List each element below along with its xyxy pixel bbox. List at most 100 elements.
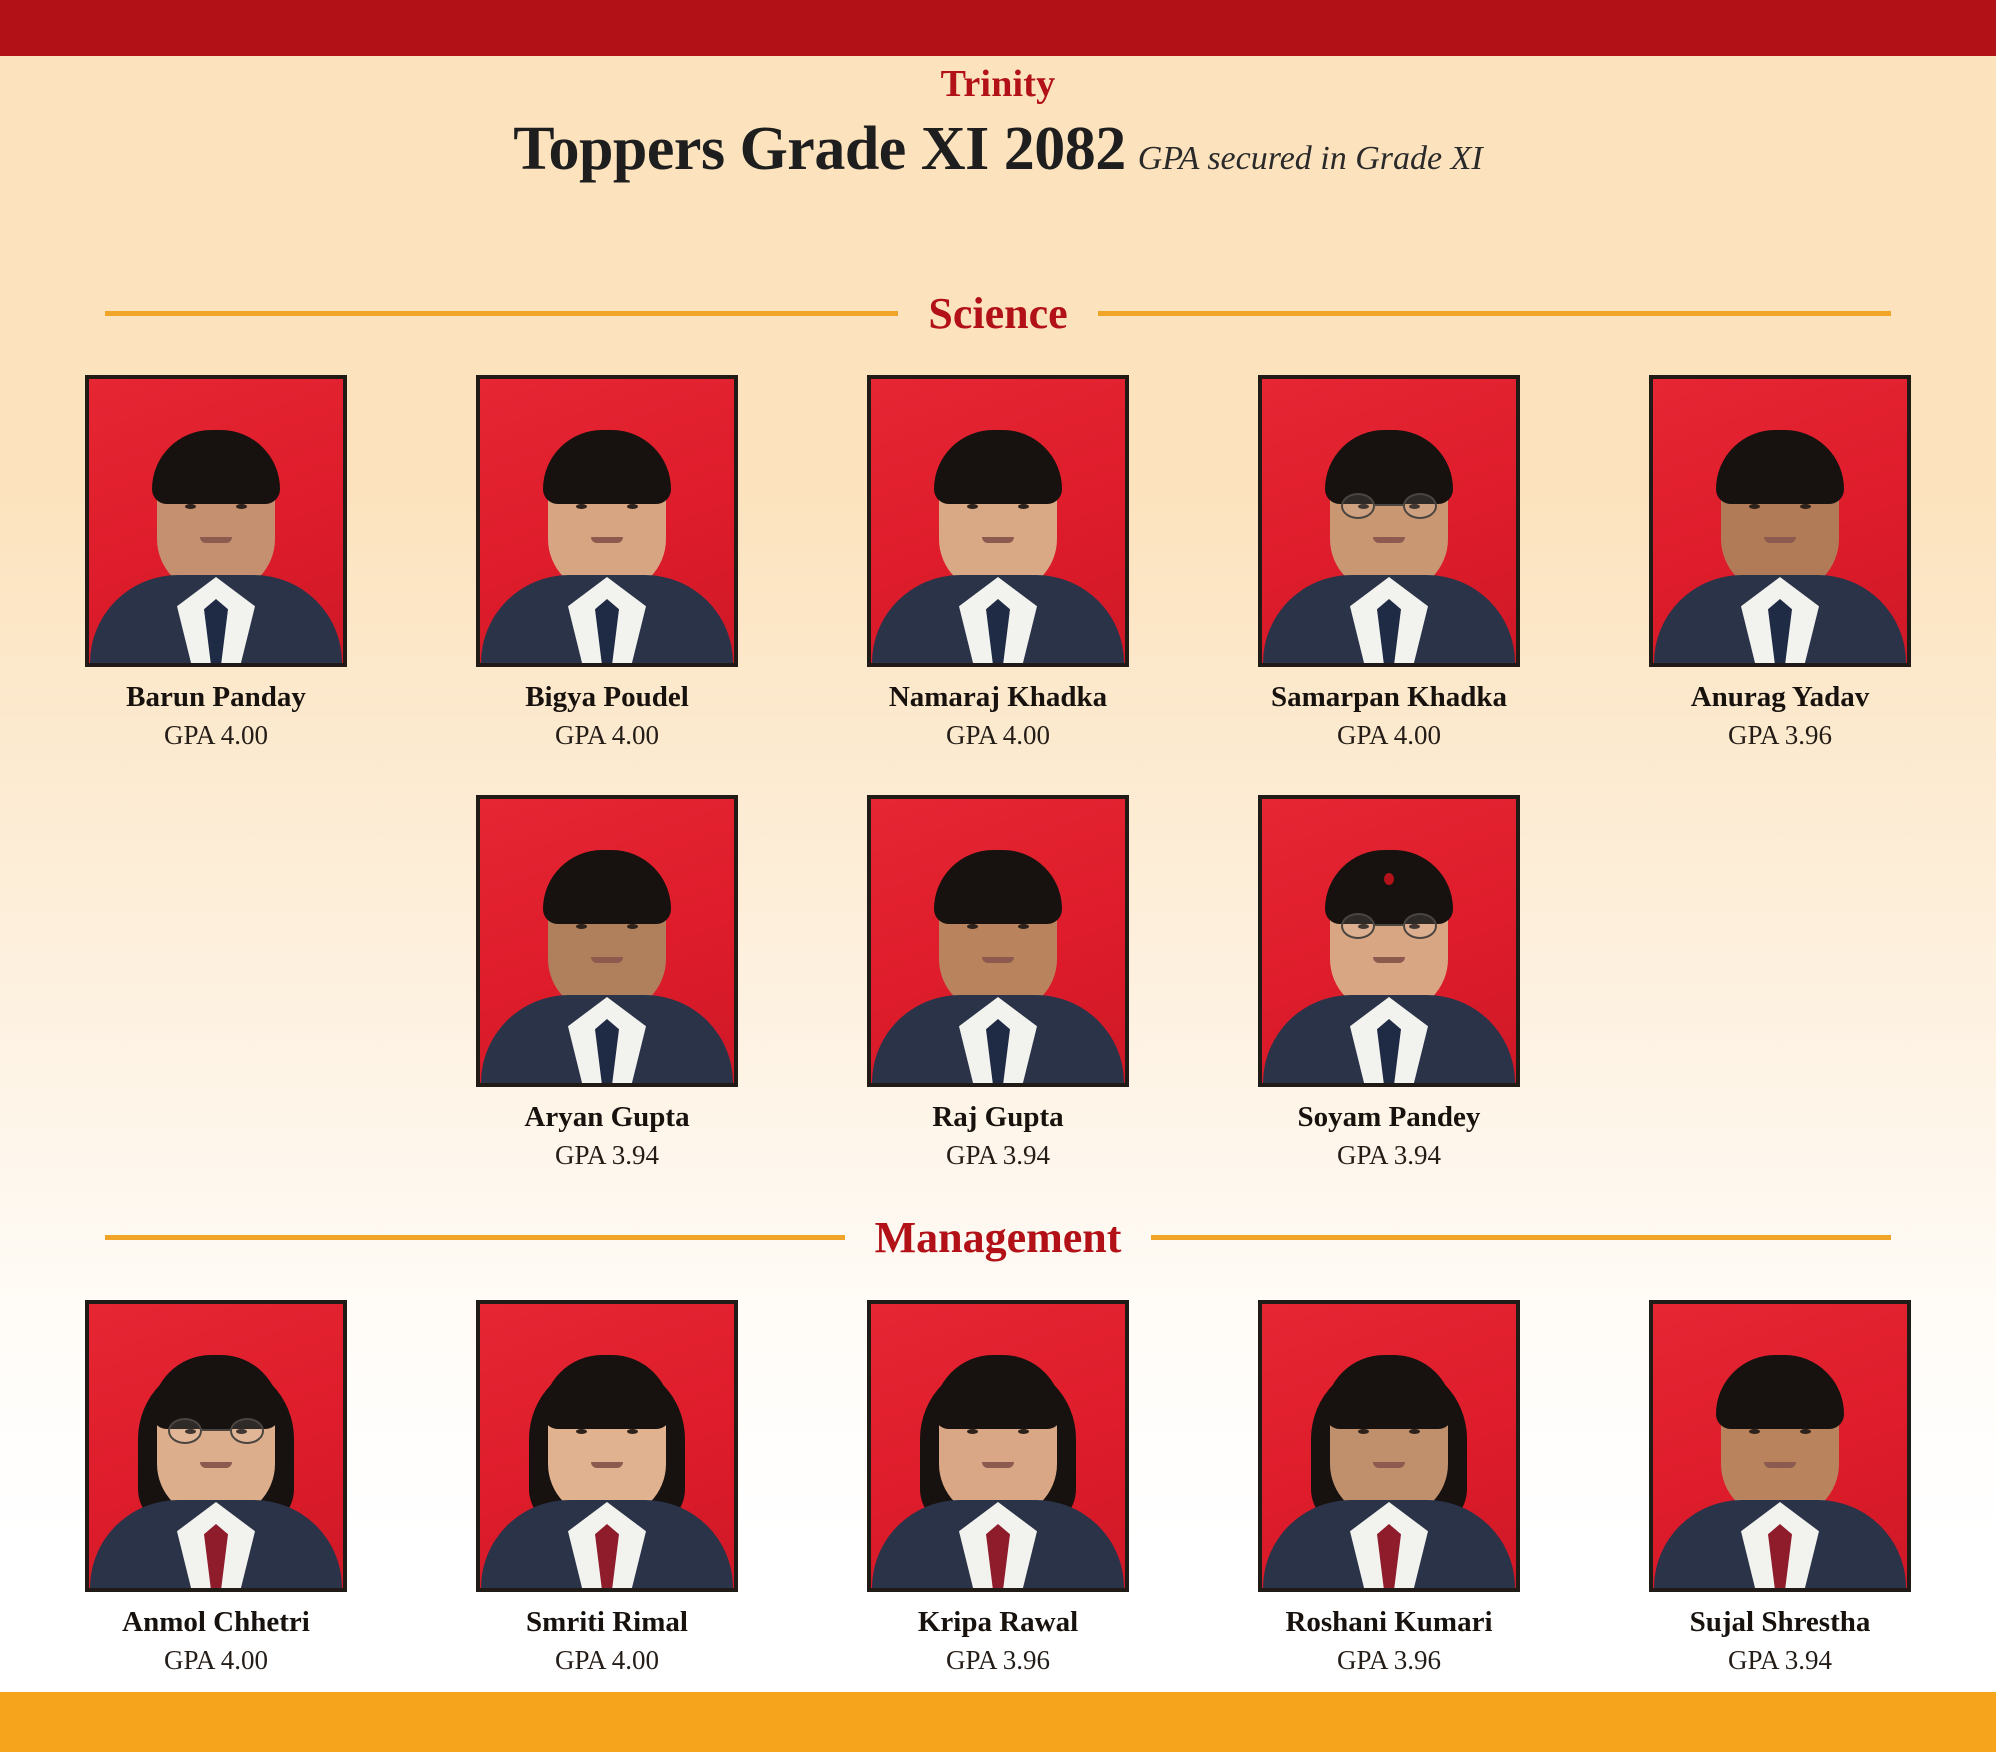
student-name: Raj Gupta [932, 1101, 1064, 1133]
bottom-accent-bar [0, 1692, 1996, 1752]
section-title: Science [928, 289, 1068, 338]
student-photo [85, 375, 347, 667]
eye-shape [576, 503, 587, 509]
student-card: Namaraj Khadka GPA 4.00 [867, 375, 1129, 751]
mouth-shape [200, 1461, 232, 1468]
page-subtitle: GPA secured in Grade XI [1137, 140, 1483, 177]
student-card: Sujal Shrestha GPA 3.94 [1649, 1300, 1911, 1676]
student-name: Namaraj Khadka [888, 681, 1108, 713]
student-card: Samarpan Khadka GPA 4.00 [1258, 375, 1520, 751]
student-photo [476, 1300, 738, 1592]
mouth-shape [591, 536, 623, 543]
student-card: Anurag Yadav GPA 3.96 [1649, 375, 1911, 751]
student-name: Samarpan Khadka [1270, 681, 1508, 713]
student-photo [476, 795, 738, 1087]
student-gpa: GPA 4.00 [554, 720, 660, 750]
tika-mark [1384, 872, 1394, 885]
divider-rule-right [1097, 311, 1892, 316]
student-photo [1258, 795, 1520, 1087]
mouth-shape [591, 956, 623, 963]
student-gpa: GPA 3.94 [1727, 1645, 1833, 1675]
eye-shape [1018, 923, 1029, 929]
student-card: Smriti Rimal GPA 4.00 [476, 1300, 738, 1676]
student-gpa: GPA 4.00 [1336, 720, 1442, 750]
top-accent-bar [0, 0, 1996, 56]
mouth-shape [1373, 1461, 1405, 1468]
student-row: Aryan Gupta GPA 3.94 Raj Gupta GPA 3.94 Soya… [105, 795, 1891, 1171]
divider-rule-left [105, 311, 899, 316]
eye-shape [1749, 1428, 1760, 1434]
eye-shape [967, 503, 978, 509]
mouth-shape [200, 536, 232, 543]
student-gpa: GPA 3.96 [1336, 1645, 1442, 1675]
student-card: Kripa Rawal GPA 3.96 [867, 1300, 1129, 1676]
mouth-shape [982, 1461, 1014, 1468]
eye-shape [576, 923, 587, 929]
student-name: Smriti Rimal [526, 1606, 688, 1638]
student-row: Anmol Chhetri GPA 4.00 Smriti Rimal GPA 4.0… [85, 1300, 1911, 1676]
student-card: Barun Panday GPA 4.00 [85, 375, 347, 751]
student-name: Sujal Shrestha [1689, 1606, 1871, 1638]
student-card: Roshani Kumari GPA 3.96 [1258, 1300, 1520, 1676]
student-name: Anmol Chhetri [122, 1606, 310, 1638]
student-card: Soyam Pandey GPA 3.94 [1258, 795, 1520, 1171]
mouth-shape [591, 1461, 623, 1468]
eye-shape [627, 503, 638, 509]
student-photo [1649, 375, 1911, 667]
eye-shape [1749, 503, 1760, 509]
mouth-shape [1373, 536, 1405, 543]
student-gpa: GPA 4.00 [163, 1645, 269, 1675]
student-name: Barun Panday [126, 681, 306, 713]
eye-shape [1800, 1428, 1811, 1434]
glasses-icon [1341, 912, 1437, 939]
student-gpa: GPA 4.00 [945, 720, 1051, 750]
student-photo [867, 375, 1129, 667]
eye-shape [185, 503, 196, 509]
student-name: Anurag Yadav [1690, 681, 1870, 713]
divider-rule-left [105, 1235, 845, 1240]
eye-shape [627, 923, 638, 929]
mouth-shape [1764, 536, 1796, 543]
student-gpa: GPA 3.96 [945, 1645, 1051, 1675]
student-gpa: GPA 4.00 [163, 720, 269, 750]
student-name: Bigya Poudel [525, 681, 689, 713]
eye-shape [1358, 1428, 1369, 1434]
student-name: Roshani Kumari [1285, 1606, 1493, 1638]
eye-shape [576, 1428, 587, 1434]
poster-header: Trinity Toppers Grade XI 2082 GPA secured… [0, 56, 1996, 202]
student-photo [1649, 1300, 1911, 1592]
student-card: Raj Gupta GPA 3.94 [867, 795, 1129, 1171]
student-gpa: GPA 3.96 [1727, 720, 1833, 750]
mouth-shape [1764, 1461, 1796, 1468]
divider-rule-right [1151, 1235, 1891, 1240]
student-photo [85, 1300, 347, 1592]
glasses-icon [1341, 492, 1437, 519]
glasses-icon [168, 1417, 264, 1444]
brand-name: Trinity [940, 63, 1056, 105]
student-card: Anmol Chhetri GPA 4.00 [85, 1300, 347, 1676]
student-photo [867, 1300, 1129, 1592]
student-name: Aryan Gupta [524, 1101, 690, 1133]
student-photo [1258, 375, 1520, 667]
student-card: Aryan Gupta GPA 3.94 [476, 795, 738, 1171]
eye-shape [967, 1428, 978, 1434]
eye-shape [236, 503, 247, 509]
eye-shape [1800, 503, 1811, 509]
mouth-shape [1373, 956, 1405, 963]
section-header-science: Science [105, 288, 1892, 339]
eye-shape [1018, 503, 1029, 509]
title-line: Toppers Grade XI 2082 GPA secured in Grad… [0, 112, 1996, 202]
student-gpa: GPA 3.94 [945, 1140, 1051, 1170]
section-header-management: Management [105, 1212, 1891, 1263]
mouth-shape [982, 536, 1014, 543]
student-gpa: GPA 4.00 [554, 1645, 660, 1675]
student-gpa: GPA 3.94 [554, 1140, 660, 1170]
student-photo [1258, 1300, 1520, 1592]
student-card: Bigya Poudel GPA 4.00 [476, 375, 738, 751]
page-title: Toppers Grade XI 2082 [513, 115, 1126, 183]
student-photo [476, 375, 738, 667]
eye-shape [1018, 1428, 1029, 1434]
section-title: Management [874, 1213, 1122, 1262]
student-name: Soyam Pandey [1297, 1101, 1481, 1133]
eye-shape [627, 1428, 638, 1434]
